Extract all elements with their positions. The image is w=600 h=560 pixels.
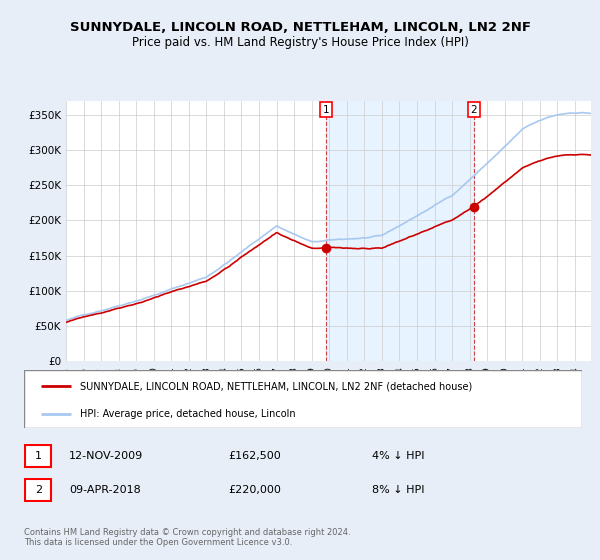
Text: £162,500: £162,500 — [228, 451, 281, 461]
Text: 4% ↓ HPI: 4% ↓ HPI — [372, 451, 425, 461]
Text: Contains HM Land Registry data © Crown copyright and database right 2024.
This d: Contains HM Land Registry data © Crown c… — [24, 528, 350, 547]
Text: 8% ↓ HPI: 8% ↓ HPI — [372, 485, 425, 495]
Bar — [326, 101, 474, 361]
Text: 2: 2 — [35, 485, 42, 495]
Text: SUNNYDALE, LINCOLN ROAD, NETTLEHAM, LINCOLN, LN2 2NF (detached house): SUNNYDALE, LINCOLN ROAD, NETTLEHAM, LINC… — [80, 381, 472, 391]
Text: SUNNYDALE, LINCOLN ROAD, NETTLEHAM, LINCOLN, LN2 2NF: SUNNYDALE, LINCOLN ROAD, NETTLEHAM, LINC… — [70, 21, 530, 34]
Text: 2: 2 — [470, 105, 478, 115]
Text: 12-NOV-2009: 12-NOV-2009 — [69, 451, 143, 461]
FancyBboxPatch shape — [25, 445, 52, 468]
FancyBboxPatch shape — [24, 370, 582, 428]
Text: 09-APR-2018: 09-APR-2018 — [69, 485, 141, 495]
Text: Price paid vs. HM Land Registry's House Price Index (HPI): Price paid vs. HM Land Registry's House … — [131, 36, 469, 49]
Text: £220,000: £220,000 — [228, 485, 281, 495]
Text: 1: 1 — [35, 451, 42, 461]
FancyBboxPatch shape — [25, 479, 52, 501]
Text: 1: 1 — [323, 105, 329, 115]
Text: HPI: Average price, detached house, Lincoln: HPI: Average price, detached house, Linc… — [80, 409, 295, 419]
